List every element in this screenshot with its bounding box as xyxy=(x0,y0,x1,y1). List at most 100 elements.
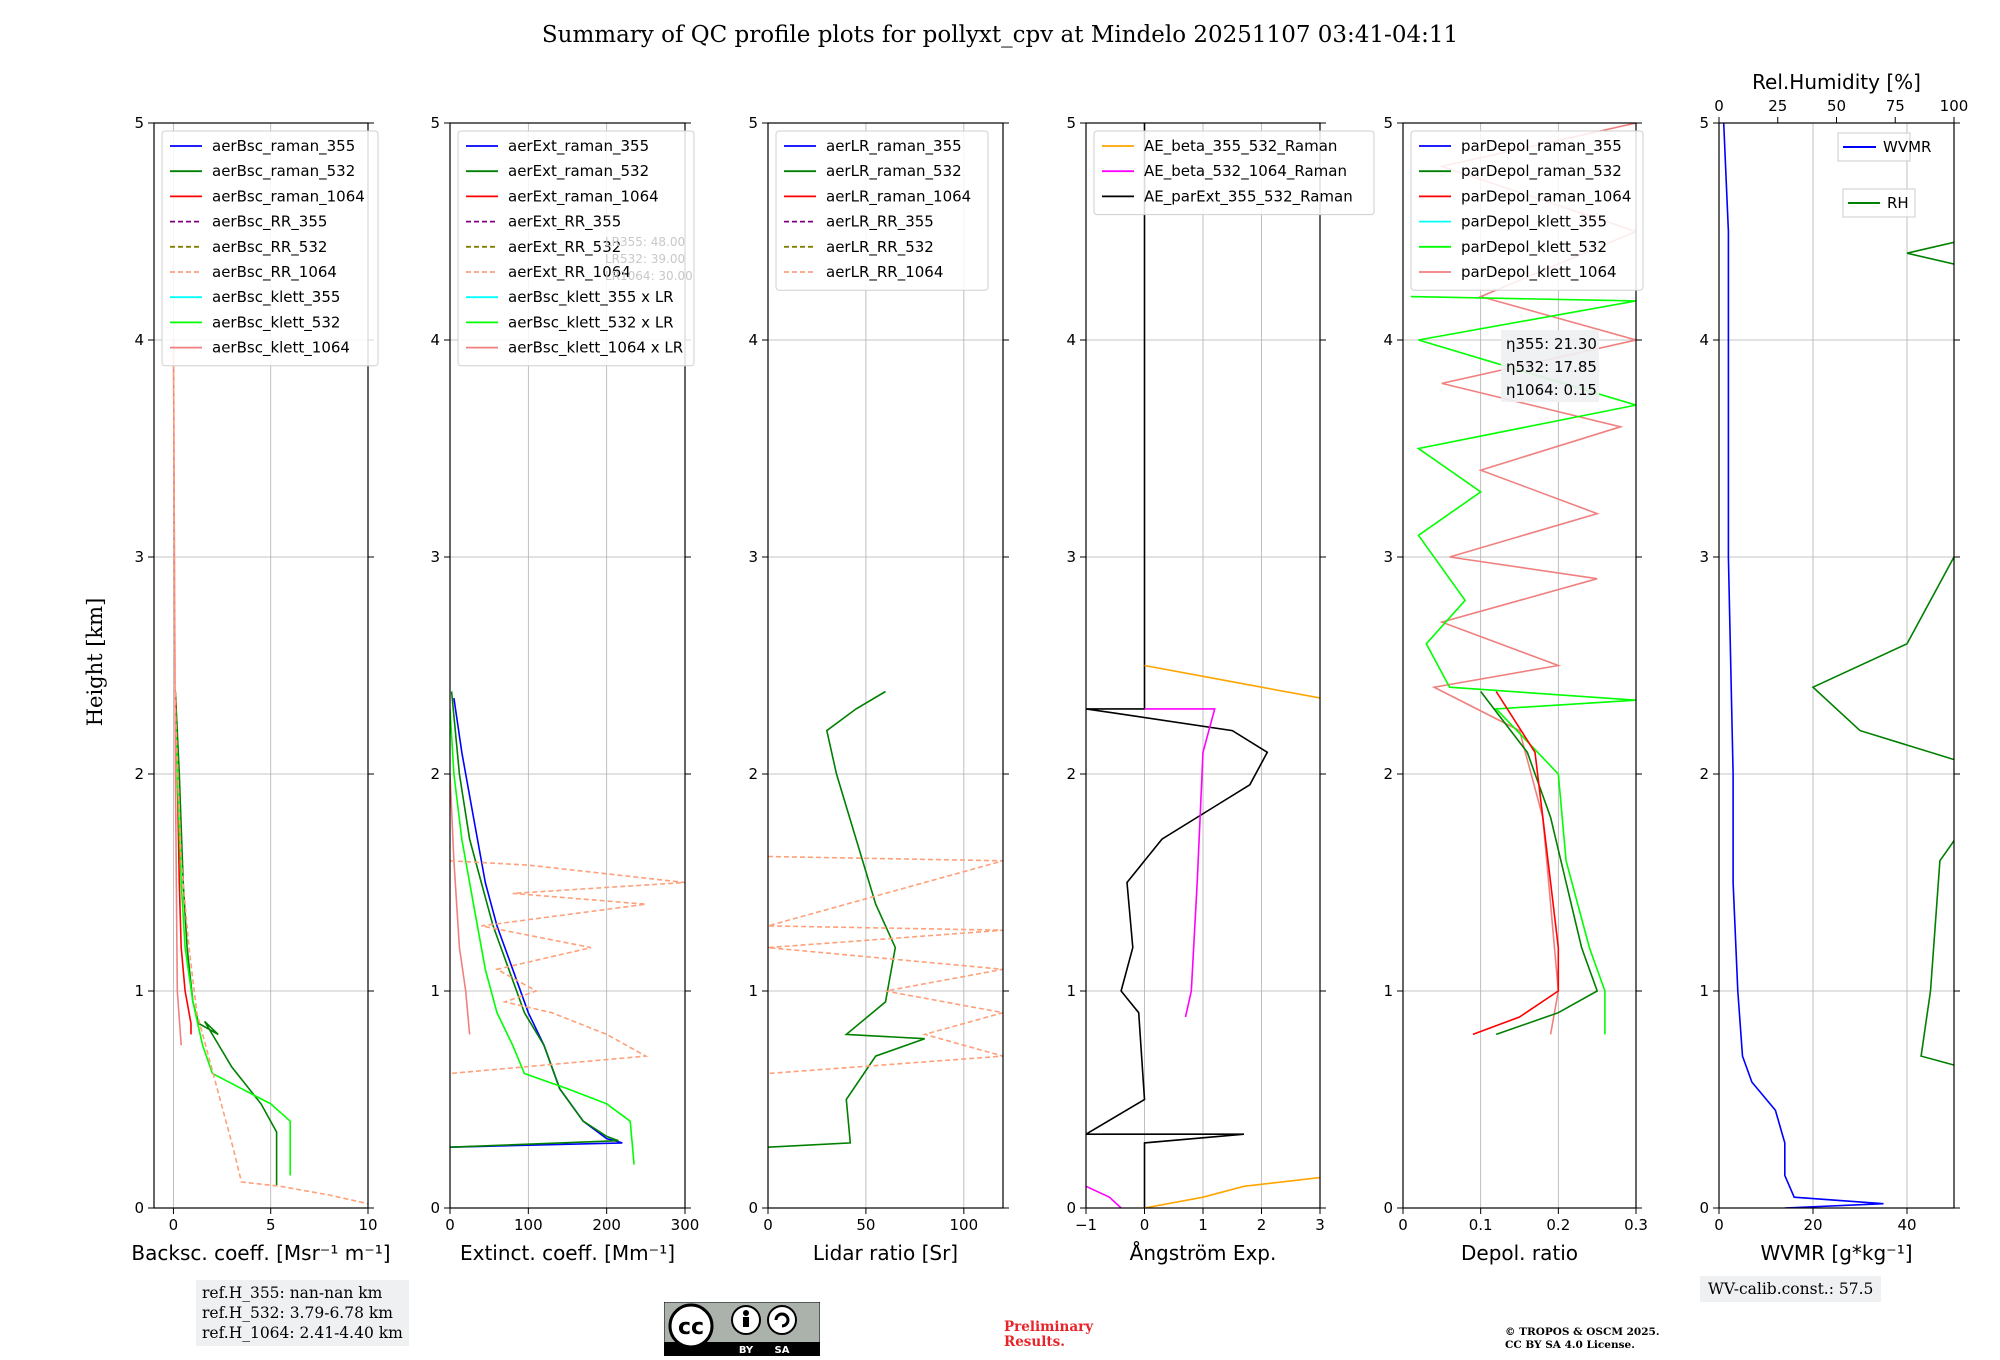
legend-label: aerBsc_raman_532 xyxy=(212,162,355,181)
x-tick-label: 100 xyxy=(514,1216,543,1234)
y-tick-label: 5 xyxy=(430,114,440,132)
copyright-note: © TROPOS & OSCM 2025. CC BY SA 4.0 Licen… xyxy=(1505,1326,1660,1352)
legend-box xyxy=(1410,130,1644,291)
top-tick-label: 50 xyxy=(1827,97,1846,115)
legend-box xyxy=(775,130,989,291)
legend-label: parDepol_klett_355 xyxy=(1461,213,1607,232)
axes-frame xyxy=(449,122,686,1209)
series-parDepol_raman_532 xyxy=(1480,691,1599,1036)
x-tick-label: 0 xyxy=(1140,1216,1150,1234)
series-aerExt_raman_355 xyxy=(450,697,623,1148)
preliminary-line-1: Preliminary xyxy=(1004,1319,1094,1335)
legend: parDepol_raman_355 parDepol_raman_532 parD… xyxy=(1410,130,1644,291)
legend-label: aerExt_RR_532 xyxy=(508,238,621,257)
legend-box xyxy=(161,130,379,367)
series-AE_beta_532_1064_Raman xyxy=(1086,1185,1122,1208)
legend-label: aerLR_RR_1064 xyxy=(826,263,943,282)
eta-label: η355: 21.30 xyxy=(1506,335,1597,353)
axes-frame xyxy=(767,122,1004,1209)
panel-ext: 0 100 200 300 0 1 2 3 4 5 Extinct. coeff. [Mm⁻¹] ae… xyxy=(430,114,699,1265)
x-tick-label: 10 xyxy=(358,1216,377,1234)
series-aerExt_RR_1064 xyxy=(450,860,685,1075)
eta-annotation: η355: 21.30 η532: 17.85 η1064: 0.15 xyxy=(1501,330,1599,402)
legend-label: aerBsc_klett_355 xyxy=(212,288,340,307)
legend-label: AE_beta_355_532_Raman xyxy=(1144,137,1337,156)
legend-label: AE_beta_532_1064_Raman xyxy=(1144,162,1347,181)
figure-title: Summary of QC profile plots for pollyxt_… xyxy=(541,22,1459,48)
y-tick-label: 3 xyxy=(430,548,440,566)
y-tick-label: 4 xyxy=(1383,331,1393,349)
legend-label: aerExt_raman_532 xyxy=(508,162,649,181)
ref-line-1064: ref.H_1064: 2.41-4.40 km xyxy=(202,1324,403,1342)
legend-label: aerExt_RR_355 xyxy=(508,213,621,232)
legend-label: aerLR_RR_355 xyxy=(826,213,934,232)
legend: aerBsc_raman_355 aerBsc_raman_532 aerBsc_r… xyxy=(161,130,379,367)
series-RH xyxy=(1811,241,1954,1066)
series-aerBsc_klett_532 xyxy=(174,708,291,1176)
y-tick-label: 0 xyxy=(134,1199,144,1217)
legend-label: aerLR_raman_1064 xyxy=(826,187,971,206)
eta-label: η1064: 0.15 xyxy=(1506,381,1597,399)
y-tick-label: 3 xyxy=(1066,548,1076,566)
y-tick-label: 0 xyxy=(748,1199,758,1217)
y-tick-label: 0 xyxy=(1699,1199,1709,1217)
legend-label: aerBsc_klett_1064 x LR xyxy=(508,339,683,358)
panel-wv: 0 20 40 0 1 2 3 4 5 WVMR [g*kg⁻¹] 0 25 50 75 100 Rel.Hu… xyxy=(1699,70,1968,1265)
series-aerExt_raman_532 xyxy=(450,691,619,1148)
y-tick-label: 3 xyxy=(134,548,144,566)
preliminary-note: Preliminary Results. xyxy=(1004,1320,1093,1350)
series-AE_parExt_355_532_Raman xyxy=(1086,123,1269,1208)
eta-box xyxy=(1501,330,1599,402)
x-tick-label: 0 xyxy=(169,1216,179,1234)
legend-label: WVMR xyxy=(1883,138,1931,156)
x-tick-label: 20 xyxy=(1803,1216,1822,1234)
x-axis-label: Ångström Exp. xyxy=(1130,1241,1277,1265)
preliminary-line-2: Results. xyxy=(1004,1334,1065,1350)
panel-bsc: 0 5 10 0 1 2 3 4 5 Backsc. coeff. [Msr⁻¹ m⁻¹] aerB… xyxy=(131,114,390,1265)
x-tick-label: 50 xyxy=(856,1216,875,1234)
legend-box xyxy=(457,130,695,367)
y-tick-label: 0 xyxy=(430,1199,440,1217)
y-tick-label: 5 xyxy=(1383,114,1393,132)
x-axis-label: WVMR [g*kg⁻¹] xyxy=(1760,1241,1912,1265)
legend-label: aerBsc_RR_355 xyxy=(212,213,327,232)
x-tick-label: 5 xyxy=(266,1216,276,1234)
y-tick-label: 2 xyxy=(748,765,758,783)
series-group xyxy=(1722,123,1954,1208)
x-tick-label: 300 xyxy=(671,1216,700,1234)
legend-label: parDepol_klett_1064 xyxy=(1461,263,1617,282)
reference-height-box: ref.H_355: nan-nan km ref.H_532: 3.79-6.… xyxy=(196,1280,409,1346)
x-tick-label: 0 xyxy=(445,1216,455,1234)
y-tick-label: 4 xyxy=(430,331,440,349)
legend: aerExt_raman_355 aerExt_raman_532 aerExt_r… xyxy=(457,130,695,367)
top-tick-label: 75 xyxy=(1886,97,1905,115)
series-aerBsc_klett_1064 x LR xyxy=(450,773,471,1035)
legend-label: aerBsc_RR_532 xyxy=(212,238,327,257)
x-axis-label: Extinct. coeff. [Mm⁻¹] xyxy=(460,1241,675,1265)
axes-frame xyxy=(1402,122,1637,1209)
legend-box xyxy=(1093,130,1375,216)
x-tick-label: 0.3 xyxy=(1624,1216,1648,1234)
x-axis-label: Depol. ratio xyxy=(1461,1241,1578,1265)
series-aerBsc_klett_532 x LR xyxy=(450,708,635,1165)
y-tick-label: 1 xyxy=(134,982,144,1000)
series-aerLR_raman_532 xyxy=(768,690,925,1148)
series-WVMR xyxy=(1722,123,1884,1208)
legend-label: parDepol_klett_532 xyxy=(1461,238,1607,257)
legend-label: aerExt_raman_355 xyxy=(508,137,649,156)
y-tick-label: 5 xyxy=(1699,114,1709,132)
svg-text:cc: cc xyxy=(678,1315,704,1340)
series-parDepol_raman_1064 xyxy=(1472,691,1560,1036)
x-tick-label: 0.2 xyxy=(1546,1216,1570,1234)
y-tick-label: 1 xyxy=(1066,982,1076,1000)
y-tick-label: 5 xyxy=(1066,114,1076,132)
y-tick-label: 1 xyxy=(1383,982,1393,1000)
legend-label: aerLR_raman_532 xyxy=(826,162,962,181)
x-tick-label: 3 xyxy=(1315,1216,1325,1234)
cc-license-icon: cc BY SA xyxy=(664,1302,820,1356)
y-tick-label: 1 xyxy=(430,982,440,1000)
series-group xyxy=(1086,123,1320,1208)
panel-lr: 0 50 100 0 1 2 3 4 5 Lidar ratio [Sr] aerLR_raman_… xyxy=(748,114,1009,1265)
copyright-line-2: CC BY SA 4.0 License. xyxy=(1505,1339,1635,1351)
